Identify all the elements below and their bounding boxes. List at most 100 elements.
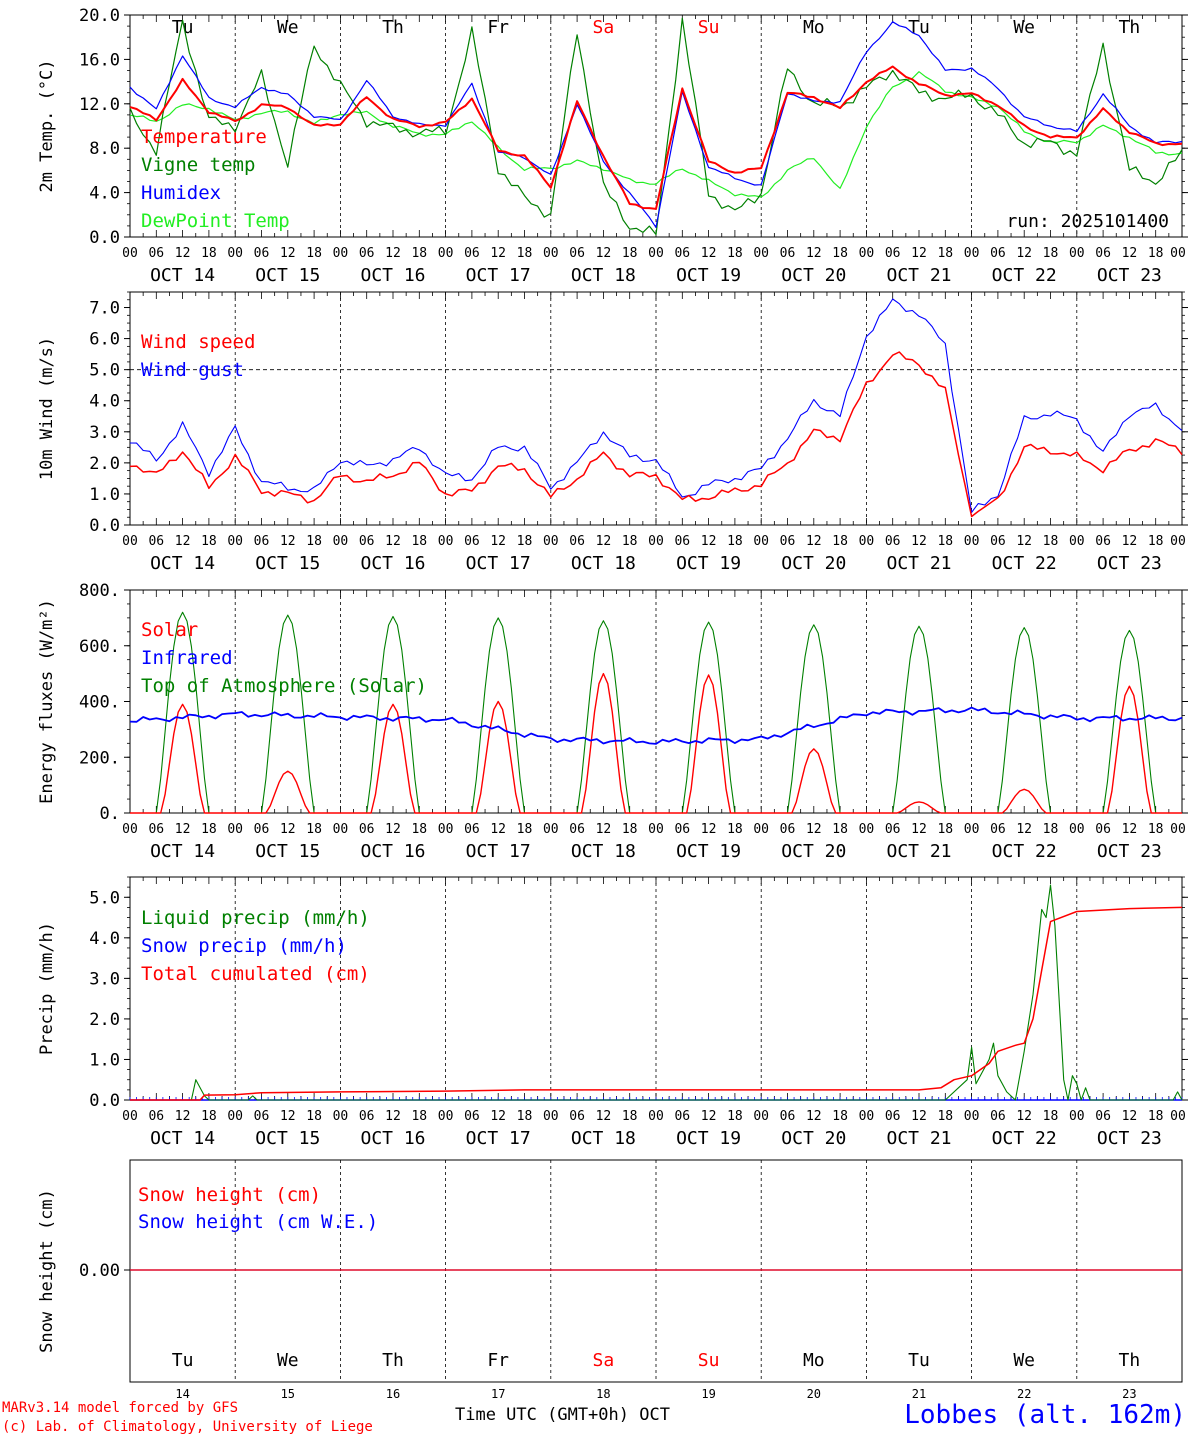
- hour-label: 00: [964, 1109, 980, 1124]
- wind-series-line: [129, 298, 1183, 513]
- hour-label: 06: [148, 534, 164, 549]
- hour-label: 00: [753, 534, 769, 549]
- weekday-label: We: [277, 1350, 299, 1371]
- hour-label: 00: [859, 822, 875, 837]
- date-label: OCT 19: [676, 265, 741, 286]
- hour-label: 00: [333, 822, 349, 837]
- temp-series-line: [129, 65, 1183, 210]
- hour-label: 18: [1148, 534, 1164, 549]
- hour-label: 18: [937, 1109, 953, 1124]
- hour-label: 00: [964, 534, 980, 549]
- weekday-label: We: [277, 17, 299, 38]
- date-label: OCT 20: [781, 553, 846, 574]
- cumulative-precip-line: [130, 906, 1183, 1101]
- hour-label: 06: [885, 534, 901, 549]
- hour-label: 06: [990, 534, 1006, 549]
- hour-label: 12: [806, 534, 822, 549]
- hour-label: 00: [227, 822, 243, 837]
- date-label: OCT 14: [150, 841, 215, 862]
- hour-label: 12: [911, 1109, 927, 1124]
- hour-label: 12: [701, 1109, 717, 1124]
- day-number-label: 23: [1122, 1387, 1136, 1401]
- y-tick-label: 800.: [79, 581, 120, 601]
- day-number-label: 19: [701, 1387, 715, 1401]
- y-axis-label: Precip (mm/h): [37, 922, 57, 1055]
- y-tick-label: 8.0: [89, 139, 120, 159]
- day-number-label: 20: [807, 1387, 821, 1401]
- date-label: OCT 14: [150, 1128, 215, 1149]
- weekday-label: Sa: [593, 17, 615, 38]
- hour-label: 00: [543, 534, 559, 549]
- legend-entry: Humidex: [141, 182, 221, 204]
- hour-label: 06: [990, 1109, 1006, 1124]
- y-tick-label: 6.0: [89, 330, 120, 350]
- date-label: OCT 22: [992, 841, 1057, 862]
- y-axis-label: 10m Wind (m/s): [37, 337, 57, 480]
- y-tick-label: 4.0: [89, 929, 120, 949]
- hour-label: 12: [596, 822, 612, 837]
- day-number-label: 15: [281, 1387, 295, 1401]
- hour-label: 06: [254, 246, 270, 261]
- hour-label: 12: [175, 534, 191, 549]
- hour-label: 00: [122, 534, 138, 549]
- hour-label: 06: [359, 246, 375, 261]
- hour-label: 12: [385, 534, 401, 549]
- hour-label: 12: [1122, 1109, 1138, 1124]
- hour-label: 12: [701, 822, 717, 837]
- hour-label: 00: [1170, 246, 1186, 261]
- hour-label: 00: [333, 1109, 349, 1124]
- hour-label: 06: [464, 534, 480, 549]
- legend-entry: Top of Atmosphere (Solar): [141, 675, 427, 697]
- day-number-label: 14: [175, 1387, 189, 1401]
- legend-entry: Snow height (cm W.E.): [138, 1211, 378, 1233]
- hour-label: 18: [1148, 1109, 1164, 1124]
- date-label: OCT 17: [466, 265, 531, 286]
- hour-label: 06: [674, 1109, 690, 1124]
- hour-label: 18: [411, 1109, 427, 1124]
- hour-label: 18: [832, 534, 848, 549]
- date-label: OCT 17: [466, 841, 531, 862]
- y-tick-label: 2.0: [89, 454, 120, 474]
- hour-label: 12: [1016, 246, 1032, 261]
- hour-label: 18: [937, 246, 953, 261]
- y-tick-label: 0.0: [89, 1091, 120, 1111]
- hour-label: 12: [1122, 822, 1138, 837]
- hour-label: 12: [1122, 246, 1138, 261]
- hour-label: 00: [227, 534, 243, 549]
- y-tick-label: 400.: [79, 693, 120, 713]
- hour-label: 06: [674, 246, 690, 261]
- hour-label: 18: [201, 1109, 217, 1124]
- hour-label: 06: [1095, 1109, 1111, 1124]
- y-axis-label: Snow height (cm): [37, 1189, 57, 1353]
- hour-label: 12: [490, 534, 506, 549]
- temp-series-line: [129, 21, 1183, 228]
- hour-label: 00: [648, 246, 664, 261]
- plot-frame-2: [129, 589, 1183, 814]
- hour-label: 00: [122, 1109, 138, 1124]
- hour-label: 00: [1069, 534, 1085, 549]
- hour-label: 06: [464, 1109, 480, 1124]
- date-label: OCT 23: [1097, 841, 1162, 862]
- hour-label: 06: [569, 534, 585, 549]
- hour-label: 06: [359, 534, 375, 549]
- hour-label: 00: [122, 246, 138, 261]
- y-axis-label: 2m Temp. (°C): [37, 59, 57, 192]
- hour-label: 12: [385, 822, 401, 837]
- weekday-label: Tu: [172, 17, 194, 38]
- weekday-label: Su: [698, 17, 720, 38]
- date-label: OCT 15: [255, 553, 320, 574]
- legend-entry: Wind gust: [141, 359, 244, 381]
- hour-label: 18: [622, 822, 638, 837]
- hour-label: 18: [727, 246, 743, 261]
- weekday-label: Tu: [172, 1350, 194, 1371]
- date-label: OCT 17: [466, 1128, 531, 1149]
- date-label: OCT 19: [676, 553, 741, 574]
- liquid-precip-line: [130, 884, 1183, 1101]
- hour-label: 18: [411, 246, 427, 261]
- hour-label: 00: [1069, 1109, 1085, 1124]
- legend-entry: Total cumulated (cm): [141, 963, 370, 985]
- weekday-label: Th: [382, 1350, 404, 1371]
- hour-label: 06: [254, 534, 270, 549]
- hour-label: 18: [517, 534, 533, 549]
- hour-label: 00: [648, 1109, 664, 1124]
